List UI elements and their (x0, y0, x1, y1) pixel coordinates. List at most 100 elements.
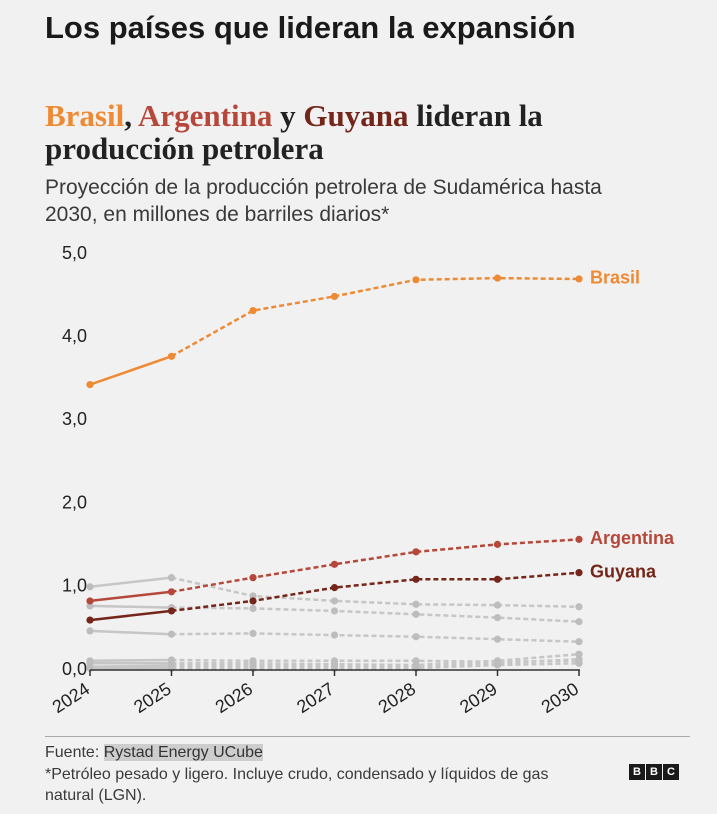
x-tick-label: 2024 (49, 679, 93, 718)
data-point (86, 583, 94, 591)
series-line-actual (89, 590, 172, 603)
series-line-actual (89, 576, 172, 589)
title-highlight-guyana: Guyana (303, 98, 409, 133)
series-other-country (86, 602, 583, 626)
title-comma: , (124, 98, 132, 133)
data-point (86, 602, 94, 610)
title-highlight-argentina: Argentina (138, 98, 273, 133)
data-point (493, 540, 502, 548)
data-point (575, 535, 583, 543)
source-link[interactable]: Rystad Energy UCube (103, 744, 263, 761)
data-point (249, 574, 257, 582)
data-point (493, 635, 502, 643)
data-point (575, 657, 583, 665)
data-point (249, 657, 257, 665)
series-line-actual (89, 664, 172, 668)
data-point (412, 575, 420, 583)
data-point (412, 600, 420, 608)
series-line-projection (171, 571, 580, 613)
chart-title: Brasil, Argentina y Guyana lideran la pr… (45, 99, 605, 165)
y-tick-label: 1,0 (62, 576, 87, 596)
data-point (330, 292, 339, 301)
data-point (575, 618, 583, 626)
data-point (330, 631, 339, 639)
data-point (249, 604, 257, 613)
series-line-actual (89, 604, 172, 609)
data-point (575, 569, 583, 577)
y-tick-label: 2,0 (62, 492, 87, 512)
data-point (330, 584, 339, 592)
bbc-logo-block: B (629, 764, 645, 780)
line-chart: 0,0 1,0 2,0 3,0 4,0 5,0 Guyana Argentina Brasil 2… (49, 243, 675, 718)
data-point (330, 657, 339, 665)
data-point (575, 603, 583, 611)
footer-divider (45, 736, 690, 737)
data-point (249, 306, 257, 315)
source-line: Fuente: Rystad Energy UCube (45, 743, 263, 763)
x-tick-label: 2029 (456, 679, 500, 718)
data-point (167, 630, 176, 638)
x-tick-label: 2028 (375, 679, 419, 718)
data-point (330, 560, 339, 568)
data-point (249, 592, 257, 600)
data-point (575, 275, 583, 283)
x-tick-label: 2025 (130, 679, 174, 718)
series-line-actual (89, 629, 172, 636)
series-line-actual (89, 609, 172, 622)
data-point (86, 657, 94, 665)
data-point (167, 574, 176, 582)
series-end-label: Brasil (590, 268, 640, 288)
y-tick-label: 3,0 (62, 409, 87, 429)
series-other-country (86, 627, 583, 646)
data-point (167, 352, 176, 360)
series-line-projection (171, 662, 580, 670)
title-highlight-brasil: Brasil (45, 98, 125, 133)
y-tick-label: 0,0 (62, 659, 87, 679)
title-connector: y (280, 98, 296, 133)
data-point (167, 656, 176, 664)
series-argentina: Argentina (86, 528, 675, 605)
data-point (249, 629, 257, 637)
series-line-projection (171, 576, 580, 609)
footnote: *Petróleo pesado y ligero. Incluye crudo… (45, 766, 549, 804)
series-line-projection (171, 658, 580, 663)
series-end-label: Guyana (590, 561, 657, 581)
series-line-projection (171, 606, 580, 623)
data-point (575, 650, 583, 658)
series-end-label: Argentina (590, 528, 675, 548)
series-line-projection (170, 276, 580, 358)
data-point (493, 575, 502, 583)
data-point (86, 627, 94, 635)
data-point (412, 548, 420, 556)
data-point (167, 607, 176, 615)
chart-subtitle: Proyección de la producción petrolera de… (45, 176, 602, 226)
series-line-projection (171, 652, 580, 667)
series-line-projection (171, 538, 580, 594)
data-point (330, 597, 339, 605)
data-point (412, 657, 420, 665)
series-line-projection (171, 632, 580, 643)
source-label: Fuente: (45, 744, 100, 761)
series-line-actual (89, 355, 172, 386)
bbc-logo-block: B (646, 764, 662, 780)
series-brasil: Brasil (86, 268, 640, 389)
title-rest: lideran la producción petrolera (45, 98, 543, 166)
page-title: Los países que lideran la expansión (45, 10, 576, 45)
data-point (493, 658, 502, 666)
data-point (412, 276, 420, 284)
x-tick-label: 2026 (212, 679, 256, 718)
x-tick-label: 2027 (293, 679, 337, 718)
data-point (86, 616, 94, 624)
y-tick-label: 5,0 (62, 243, 87, 263)
series-line-actual (89, 658, 172, 663)
y-tick-label: 4,0 (62, 326, 87, 346)
bbc-logo: B B C (629, 764, 679, 780)
data-point (575, 638, 583, 646)
data-point (493, 601, 502, 609)
series-other-country (86, 656, 583, 666)
data-point (167, 588, 176, 596)
data-point (249, 597, 257, 605)
data-point (493, 274, 502, 282)
x-tick-label: 2030 (538, 679, 582, 718)
bbc-logo-block: C (663, 764, 679, 780)
